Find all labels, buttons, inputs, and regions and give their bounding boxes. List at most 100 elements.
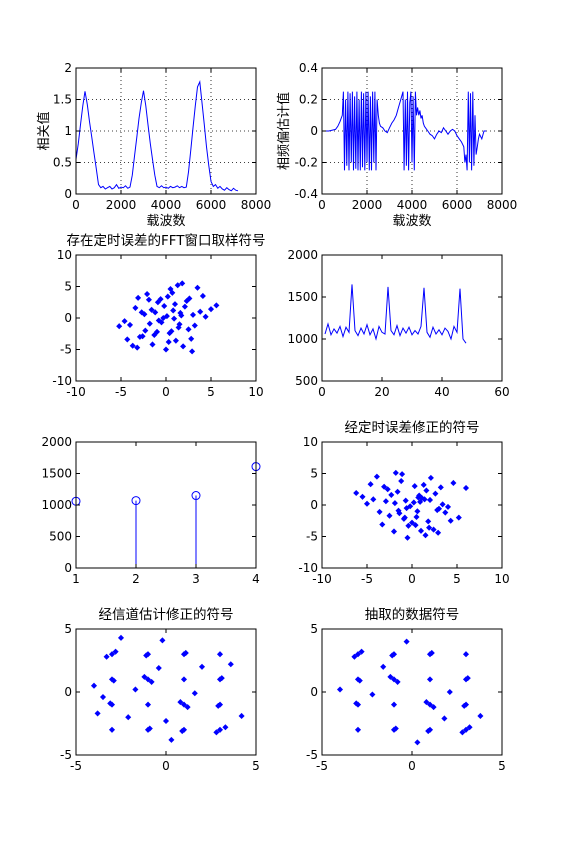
y-tick-label: 0 bbox=[64, 187, 72, 201]
y-tick-label: 10 bbox=[303, 435, 318, 449]
data-point bbox=[134, 344, 141, 351]
data-point bbox=[148, 306, 155, 313]
subplot-7: -5 0 5 -5 0 5 经信道估计修正的符号 bbox=[60, 607, 260, 773]
data-point bbox=[388, 491, 395, 498]
subplot-5: 1 2 3 4 0 500 1000 1500 2000 bbox=[41, 435, 261, 586]
data-point bbox=[90, 682, 98, 689]
x-tick-label: 0 bbox=[72, 198, 80, 212]
data-point bbox=[415, 494, 422, 501]
data-point bbox=[108, 651, 116, 658]
data-point bbox=[238, 712, 245, 719]
data-point bbox=[167, 285, 174, 293]
data-point bbox=[171, 315, 178, 322]
data-point bbox=[153, 328, 161, 335]
data-point bbox=[179, 728, 186, 735]
data-point bbox=[462, 651, 470, 658]
data-point bbox=[407, 503, 414, 510]
data-point bbox=[227, 661, 234, 668]
subplot-title: 抽取的数据符号 bbox=[365, 607, 460, 623]
x-tick-label: 4000 bbox=[151, 198, 182, 212]
data-point bbox=[370, 496, 377, 503]
subplot-title: 经信道估计修正的符号 bbox=[99, 607, 234, 623]
data-point bbox=[142, 327, 149, 334]
x-tick-label: -10 bbox=[312, 572, 332, 586]
data-point bbox=[124, 336, 131, 343]
data-point bbox=[426, 524, 433, 531]
data-point bbox=[213, 729, 220, 736]
data-point bbox=[403, 638, 410, 645]
y-tick-label: -5 bbox=[306, 530, 318, 544]
data-point bbox=[354, 726, 362, 733]
data-point bbox=[435, 529, 442, 536]
data-point bbox=[394, 488, 401, 495]
data-point bbox=[459, 729, 466, 736]
data-point bbox=[423, 699, 430, 706]
x-tick-label: 60 bbox=[494, 385, 509, 399]
y-tick-label: 0 bbox=[64, 685, 72, 699]
data-point bbox=[198, 663, 206, 670]
data-point bbox=[354, 651, 362, 658]
subplot-4: 0 20 40 60 500 1000 1500 2000 bbox=[287, 248, 509, 399]
data-point bbox=[171, 301, 179, 308]
data-point bbox=[165, 338, 172, 345]
data-point bbox=[442, 509, 449, 516]
data-point bbox=[132, 304, 139, 311]
data-point bbox=[446, 688, 453, 696]
data-point bbox=[437, 484, 444, 491]
y-tick-label: 10 bbox=[57, 248, 72, 262]
data-point bbox=[168, 328, 175, 335]
data-point bbox=[189, 311, 197, 318]
subplot-title: 经定时误差修正的符号 bbox=[345, 420, 480, 436]
x-tick-label: 10 bbox=[494, 572, 509, 586]
data-point bbox=[161, 303, 168, 310]
x-tick-label: -5 bbox=[316, 759, 328, 773]
data-point bbox=[405, 522, 412, 529]
x-tick-label: 2000 bbox=[106, 198, 137, 212]
data-point bbox=[191, 690, 198, 697]
data-point bbox=[177, 309, 184, 316]
data-point bbox=[189, 348, 196, 355]
data-point bbox=[222, 724, 229, 731]
data-point bbox=[426, 676, 434, 683]
data-point bbox=[199, 292, 206, 299]
data-point bbox=[188, 335, 195, 342]
data-point bbox=[182, 649, 189, 656]
plot-area bbox=[322, 255, 502, 381]
data-point bbox=[180, 676, 188, 683]
y-tick-label: -0.4 bbox=[295, 187, 318, 201]
data-point bbox=[184, 704, 191, 711]
data-point bbox=[162, 717, 170, 725]
data-point bbox=[139, 333, 146, 340]
data-point bbox=[367, 481, 374, 488]
y-tick-label: 0 bbox=[64, 311, 72, 325]
y-tick-label: 500 bbox=[295, 374, 318, 388]
data-point bbox=[168, 736, 175, 743]
x-tick-label: 3 bbox=[192, 572, 200, 586]
data-point bbox=[157, 296, 164, 303]
data-point bbox=[363, 500, 371, 507]
data-point bbox=[138, 309, 145, 316]
y-tick-label: -5 bbox=[306, 748, 318, 762]
data-point bbox=[144, 291, 151, 298]
data-point bbox=[412, 522, 419, 529]
data-point bbox=[146, 725, 153, 732]
data-point bbox=[170, 307, 177, 314]
data-point bbox=[181, 303, 188, 310]
data-point bbox=[175, 324, 182, 331]
data-point bbox=[207, 306, 215, 313]
data-point bbox=[180, 701, 188, 708]
data-point bbox=[387, 673, 394, 680]
y-tick-label: 2 bbox=[64, 61, 72, 75]
subplot-2: 0 2000 4000 6000 8000 -0.4 -0.2 0 0.2 0.4 载波数 相频偏估计… bbox=[276, 61, 517, 229]
data-point bbox=[390, 676, 398, 683]
x-tick-label: 2 bbox=[132, 572, 140, 586]
data-point bbox=[163, 313, 170, 320]
data-point bbox=[395, 507, 402, 514]
series-line bbox=[322, 91, 487, 171]
data-point bbox=[373, 473, 380, 480]
data-point bbox=[380, 663, 387, 670]
data-point bbox=[417, 527, 425, 534]
data-point bbox=[417, 498, 424, 505]
